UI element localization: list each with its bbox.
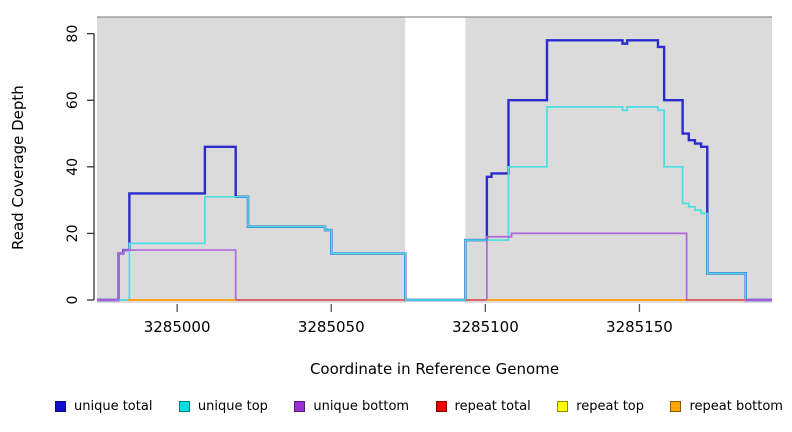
y-tick-label: 20 (65, 224, 81, 242)
legend-label: unique top (197, 399, 268, 414)
legend-swatch-repeat-total (435, 401, 447, 412)
legend-item-unique-total: unique total (55, 399, 152, 414)
legend-label: repeat total (454, 399, 531, 414)
x-axis-label: Coordinate in Reference Genome (309, 360, 560, 378)
legend-swatch-repeat-bottom (670, 401, 682, 412)
legend-label: repeat top (576, 399, 644, 414)
legend-item-repeat-bottom: repeat bottom (670, 399, 783, 414)
series-unique-bottom-line (465, 232, 772, 301)
legend-swatch-repeat-top (557, 401, 569, 412)
series-unique-bottom-line (97, 249, 406, 301)
legend-label: unique total (74, 399, 153, 414)
legend-item-unique-top: unique top (178, 399, 268, 414)
y-tick-label: 60 (65, 91, 81, 109)
x-tick-label: 3285050 (298, 318, 365, 336)
x-tick-label: 3285100 (452, 318, 519, 336)
legend-label: unique bottom (313, 399, 410, 414)
legend-label: repeat bottom (689, 399, 783, 414)
x-tick-label: 3285000 (144, 318, 211, 336)
legend: unique total unique top unique bottom repea… (55, 399, 783, 414)
series-unique-top-line (115, 106, 747, 301)
x-tick-label: 3285150 (606, 318, 673, 336)
y-tick-label: 80 (65, 25, 81, 43)
y-tick-label: 0 (65, 296, 81, 305)
contig-region (97, 17, 406, 303)
y-tick-label: 40 (65, 158, 81, 176)
legend-swatch-unique-top (178, 401, 190, 412)
legend-swatch-unique-total (55, 401, 66, 412)
contig-region (465, 17, 772, 303)
series-unique-total-line (97, 39, 772, 302)
legend-item-repeat-total: repeat total (435, 399, 531, 414)
y-axis-label: Read Coverage Depth (9, 85, 27, 250)
legend-swatch-unique-bottom (294, 401, 306, 412)
legend-item-unique-bottom: unique bottom (294, 399, 409, 414)
legend-item-repeat-top: repeat top (557, 399, 644, 414)
